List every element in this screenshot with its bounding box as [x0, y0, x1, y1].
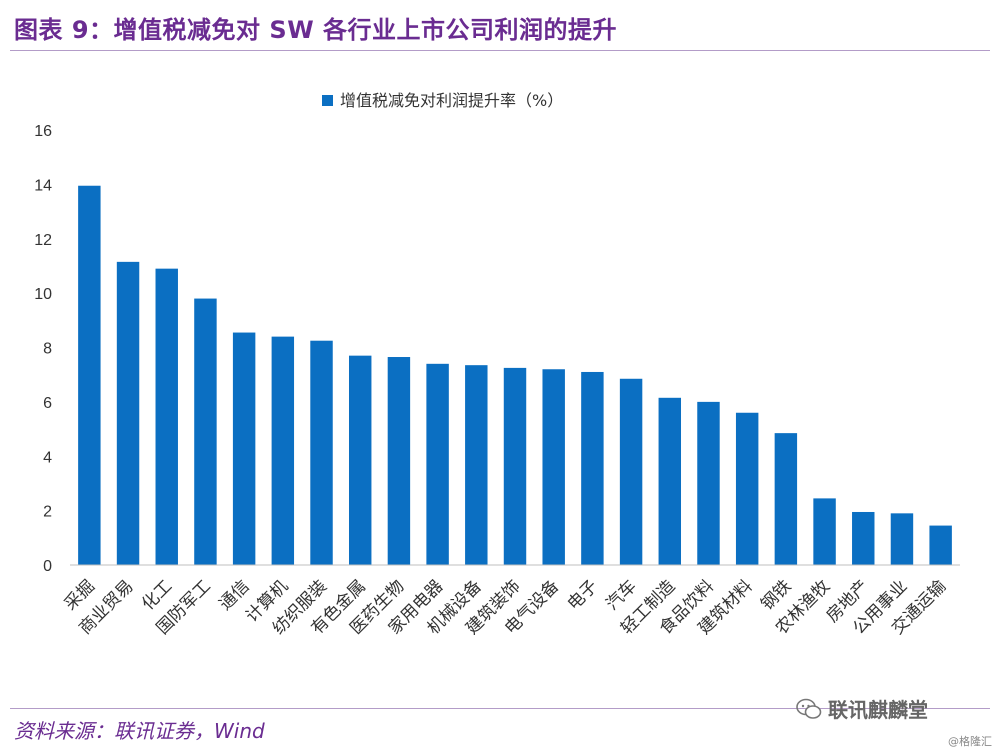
wechat-icon [796, 698, 822, 719]
bar [619, 378, 643, 565]
bar [310, 340, 333, 565]
chart-title: 图表 9：增值税减免对 SW 各行业上市公司利润的提升 [14, 16, 618, 44]
bar [503, 367, 527, 565]
footer-divider [10, 708, 990, 709]
bar [155, 268, 178, 565]
y-tick-label: 0 [43, 558, 52, 575]
bar [194, 298, 217, 565]
bar [232, 332, 256, 565]
y-tick-label: 8 [43, 341, 52, 358]
y-tick-label: 16 [34, 123, 52, 140]
bar [581, 371, 604, 565]
source-note: 资料来源：联讯证券，Wind [14, 719, 265, 743]
x-category-label: 电子 [564, 576, 602, 614]
y-tick-label: 6 [43, 395, 52, 412]
credit-text: @格隆汇 [948, 735, 992, 748]
bar [116, 261, 140, 565]
bar [774, 433, 798, 565]
bar [929, 525, 952, 565]
watermark: 联讯麒麟堂 [796, 694, 928, 723]
bar [735, 412, 759, 565]
bar [78, 185, 101, 565]
bar [387, 357, 411, 565]
legend-label: 增值税减免对利润提升率（%） [340, 91, 563, 110]
watermark-text: 联讯麒麟堂 [828, 698, 928, 722]
bar [542, 369, 565, 565]
y-tick-label: 4 [43, 449, 52, 466]
y-tick-label: 14 [34, 177, 52, 194]
y-axis-ticks: 0 2 4 6 8 10 12 14 16 [34, 123, 52, 575]
bar [271, 336, 295, 565]
bar [426, 363, 449, 565]
bar [852, 511, 875, 565]
bar [890, 513, 914, 565]
y-tick-label: 12 [34, 232, 52, 249]
y-tick-label: 2 [43, 504, 52, 521]
bar [465, 365, 488, 565]
legend: 增值税减免对利润提升率（%） [322, 91, 563, 110]
bar [348, 355, 372, 565]
y-tick-label: 10 [34, 286, 52, 303]
bar [813, 498, 836, 565]
bar [658, 397, 682, 565]
legend-swatch [322, 95, 333, 106]
title-divider [10, 50, 990, 51]
bar [697, 401, 720, 565]
bars [78, 185, 952, 565]
